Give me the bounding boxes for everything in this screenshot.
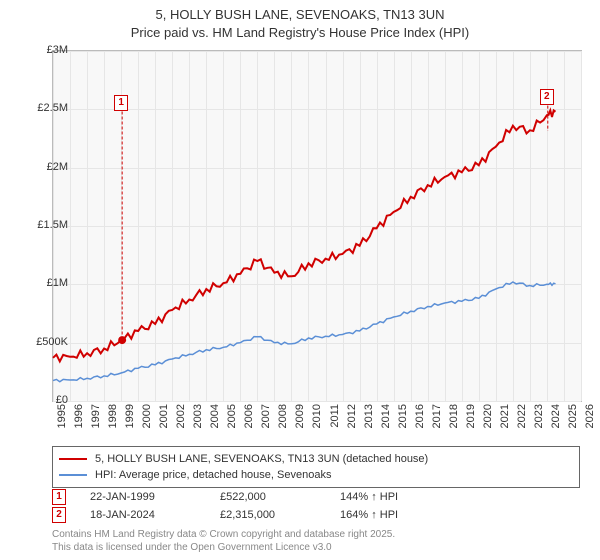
x-tick-label: 2017 xyxy=(431,404,443,438)
x-tick-label: 2012 xyxy=(346,404,358,438)
data-row-price: £522,000 xyxy=(220,491,340,503)
x-tick-label: 2023 xyxy=(533,404,545,438)
plot-area xyxy=(52,50,582,402)
x-tick-label: 2003 xyxy=(192,404,204,438)
x-tick-label: 2019 xyxy=(465,404,477,438)
chart-container: 5, HOLLY BUSH LANE, SEVENOAKS, TN13 3UN … xyxy=(0,0,600,560)
x-tick-label: 2022 xyxy=(516,404,528,438)
x-tick-label: 2004 xyxy=(209,404,221,438)
data-row-date: 18-JAN-2024 xyxy=(90,509,220,521)
data-row-hpi: 144% ↑ HPI xyxy=(340,491,460,503)
series-hpi xyxy=(53,282,556,382)
data-table: 1 22-JAN-1999£522,000144% ↑ HPI 2 18-JAN-20… xyxy=(52,488,460,524)
x-tick-label: 2014 xyxy=(380,404,392,438)
series-price_paid xyxy=(53,110,556,361)
legend-label: HPI: Average price, detached house, Seve… xyxy=(95,469,331,481)
x-tick-label: 2011 xyxy=(329,404,341,438)
x-tick-label: 2000 xyxy=(141,404,153,438)
chart-title: 5, HOLLY BUSH LANE, SEVENOAKS, TN13 3UN … xyxy=(0,0,600,41)
data-row-marker: 1 xyxy=(52,489,66,505)
legend-item: HPI: Average price, detached house, Seve… xyxy=(59,467,573,483)
line-series-svg xyxy=(53,51,581,401)
data-row-price: £2,315,000 xyxy=(220,509,340,521)
data-row-marker: 2 xyxy=(52,507,66,523)
x-tick-label: 1995 xyxy=(56,404,68,438)
x-tick-label: 2020 xyxy=(482,404,494,438)
footer-attribution: Contains HM Land Registry data © Crown c… xyxy=(52,528,395,554)
data-row: 1 22-JAN-1999£522,000144% ↑ HPI xyxy=(52,488,460,506)
footer-line1: Contains HM Land Registry data © Crown c… xyxy=(52,528,395,541)
x-tick-label: 2015 xyxy=(397,404,409,438)
legend-label: 5, HOLLY BUSH LANE, SEVENOAKS, TN13 3UN … xyxy=(95,453,428,465)
data-row-hpi: 164% ↑ HPI xyxy=(340,509,460,521)
x-tick-label: 2002 xyxy=(175,404,187,438)
chart-marker-2: 2 xyxy=(540,89,554,105)
x-tick-label: 2013 xyxy=(363,404,375,438)
data-row: 2 18-JAN-2024£2,315,000164% ↑ HPI xyxy=(52,506,460,524)
x-tick-label: 2025 xyxy=(567,404,579,438)
y-tick-label: £2.5M xyxy=(20,102,68,114)
footer-line2: This data is licensed under the Open Gov… xyxy=(52,541,395,554)
x-tick-label: 2006 xyxy=(243,404,255,438)
legend-swatch xyxy=(59,458,87,460)
x-tick-label: 2021 xyxy=(499,404,511,438)
x-tick-label: 1997 xyxy=(90,404,102,438)
x-tick-label: 2008 xyxy=(277,404,289,438)
legend-item: 5, HOLLY BUSH LANE, SEVENOAKS, TN13 3UN … xyxy=(59,451,573,467)
data-row-date: 22-JAN-1999 xyxy=(90,491,220,503)
title-address: 5, HOLLY BUSH LANE, SEVENOAKS, TN13 3UN xyxy=(0,6,600,24)
x-tick-label: 2024 xyxy=(550,404,562,438)
x-tick-label: 2001 xyxy=(158,404,170,438)
y-tick-label: £1.5M xyxy=(20,219,68,231)
y-tick-label: £2M xyxy=(20,161,68,173)
y-tick-label: £500K xyxy=(20,336,68,348)
y-tick-label: £1M xyxy=(20,277,68,289)
x-tick-label: 1998 xyxy=(107,404,119,438)
x-tick-label: 2026 xyxy=(584,404,596,438)
x-tick-label: 2005 xyxy=(226,404,238,438)
legend: 5, HOLLY BUSH LANE, SEVENOAKS, TN13 3UN … xyxy=(52,446,580,488)
chart-marker-1: 1 xyxy=(114,95,128,111)
x-tick-label: 2009 xyxy=(294,404,306,438)
legend-swatch xyxy=(59,474,87,476)
x-tick-label: 2018 xyxy=(448,404,460,438)
x-tick-label: 2007 xyxy=(260,404,272,438)
x-tick-label: 1999 xyxy=(124,404,136,438)
title-subtitle: Price paid vs. HM Land Registry's House … xyxy=(0,24,600,42)
x-tick-label: 2010 xyxy=(311,404,323,438)
x-tick-label: 1996 xyxy=(73,404,85,438)
x-tick-label: 2016 xyxy=(414,404,426,438)
y-tick-label: £3M xyxy=(20,44,68,56)
